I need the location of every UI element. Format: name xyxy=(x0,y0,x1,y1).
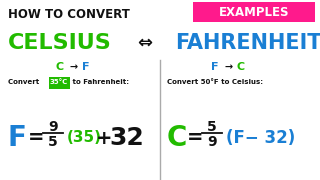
Text: 32: 32 xyxy=(109,126,144,150)
Text: F: F xyxy=(82,62,90,72)
Text: (F− 32): (F− 32) xyxy=(226,129,295,147)
Text: Convert: Convert xyxy=(8,79,42,85)
Text: C: C xyxy=(167,124,188,152)
Text: →: → xyxy=(70,62,78,72)
FancyBboxPatch shape xyxy=(193,2,315,22)
Text: C: C xyxy=(237,62,245,72)
Text: F: F xyxy=(8,124,27,152)
Text: F: F xyxy=(211,62,219,72)
Text: (35): (35) xyxy=(67,130,102,145)
Text: =: = xyxy=(28,129,44,147)
Text: 35°C: 35°C xyxy=(50,80,68,86)
Text: ⇔: ⇔ xyxy=(137,34,153,52)
Text: 5: 5 xyxy=(48,135,58,149)
Text: HOW TO CONVERT: HOW TO CONVERT xyxy=(8,8,130,21)
Text: CELSIUS: CELSIUS xyxy=(8,33,112,53)
Text: EXAMPLES: EXAMPLES xyxy=(219,6,289,19)
Text: 5: 5 xyxy=(207,120,217,134)
Text: →: → xyxy=(225,62,233,72)
FancyBboxPatch shape xyxy=(49,76,69,89)
Text: to Fahrenheit:: to Fahrenheit: xyxy=(70,79,129,85)
Text: C: C xyxy=(56,62,64,72)
Text: Convert 50°F to Celsius:: Convert 50°F to Celsius: xyxy=(167,79,263,85)
Text: 9: 9 xyxy=(207,135,217,149)
Text: FAHRENHEIT: FAHRENHEIT xyxy=(175,33,320,53)
Text: +: + xyxy=(96,129,113,147)
Text: =: = xyxy=(187,129,204,147)
Text: 9: 9 xyxy=(48,120,58,134)
